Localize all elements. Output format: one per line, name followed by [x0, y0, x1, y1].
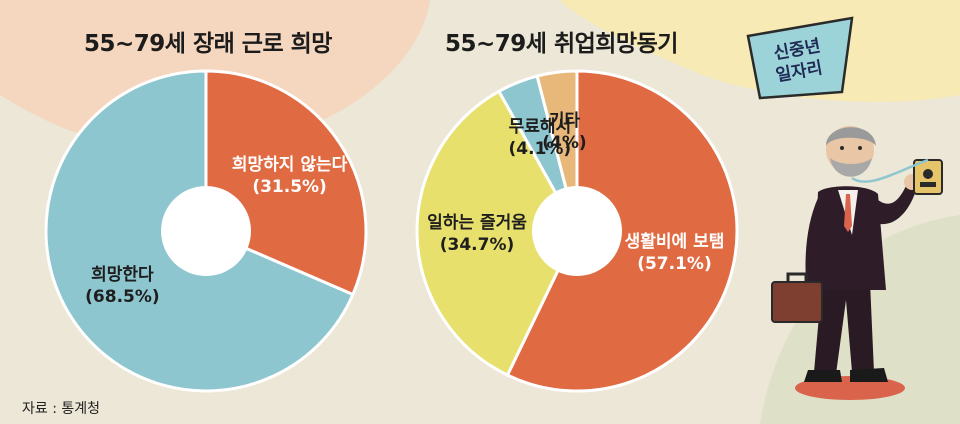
slice-wish-label: 희망한다 (68.5%) — [85, 264, 160, 308]
donut-hole — [161, 186, 251, 276]
senior-man-illustration — [771, 126, 943, 400]
slice-label-text: 기타 — [548, 110, 581, 131]
slice-value-text: (31.5%) — [252, 177, 327, 198]
slice-value-text: (57.1%) — [637, 254, 712, 275]
slice-label-text: 무료해서 — [508, 117, 572, 138]
slice-boredom-label: 무료해서 (4.1%) — [509, 116, 572, 160]
chart-title-right: 55~79세 취업희망동기 — [445, 31, 678, 57]
slice-work-joy-label: 일하는 즐거움 (34.7%) — [427, 212, 527, 256]
slice-other-label: 기타 (4%) — [542, 110, 586, 154]
slice-label-text: 희망한다 — [91, 264, 154, 285]
slice-not-wish-label: 희망하지 않는다 (31.5%) — [232, 154, 347, 198]
source-note: 자료 : 통계청 — [22, 401, 101, 417]
slice-value-text: (68.5%) — [85, 286, 160, 307]
slice-value-text: (4%) — [542, 132, 587, 153]
chart-title-left: 55~79세 장래 근로 희망 — [84, 31, 332, 57]
sign-illustration: 신중년 일자리 — [746, 16, 854, 100]
slice-label-text: 희망하지 않는다 — [231, 155, 348, 176]
donut-hole — [532, 186, 622, 276]
slice-value-text: (4.1%) — [508, 139, 572, 160]
slice-label-text: 생활비에 보탬 — [624, 232, 725, 253]
slice-label-text: 일하는 즐거움 — [427, 212, 527, 233]
pie-charts — [44, 69, 739, 393]
slice-living-cost-label: 생활비에 보탬 (57.1%) — [625, 231, 725, 275]
slice-value-text: (34.7%) — [439, 234, 515, 255]
slice-living-cost — [505, 69, 739, 393]
